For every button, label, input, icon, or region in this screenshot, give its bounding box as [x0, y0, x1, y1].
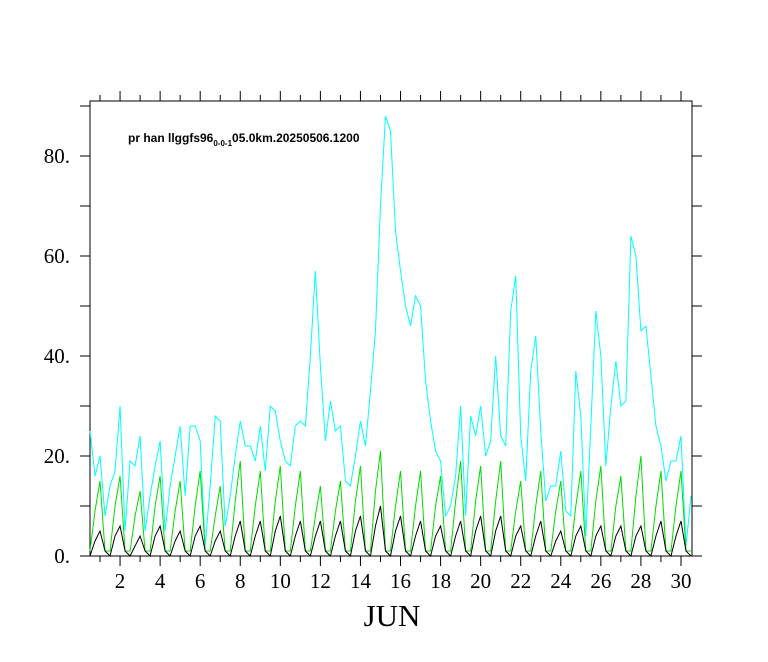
x-tick-label: 20 [470, 569, 491, 593]
y-tick-label: 60. [44, 244, 70, 268]
data-line [89, 115, 692, 547]
y-tick-label: 0. [54, 544, 70, 568]
x-tick-label: 6 [195, 569, 206, 593]
x-tick-label: 22 [510, 569, 531, 593]
x-tick-label: 8 [235, 569, 246, 593]
x-tick-label: 14 [350, 569, 372, 593]
x-tick-label: 30 [670, 569, 691, 593]
title-rest: 05.0km.20250506.1200 [232, 131, 360, 145]
x-tick-label: 4 [155, 569, 166, 593]
x-tick-label: 12 [310, 569, 331, 593]
chart-title: pr han llggfs960-0-105.0km.20250506.1200 [128, 131, 360, 148]
x-tick-label: 2 [115, 569, 126, 593]
data-line [89, 450, 691, 552]
x-axis-label: JUN [364, 598, 421, 633]
y-tick-label: 80. [44, 144, 70, 168]
data-line [89, 505, 692, 558]
title-sub: 0-0-1 [213, 139, 232, 148]
y-tick-label: 20. [44, 444, 70, 468]
y-tick-label: 40. [44, 344, 70, 368]
title-main: pr han llggfs96 [128, 131, 214, 145]
x-tick-label: 26 [590, 569, 611, 593]
x-tick-label: 28 [630, 569, 651, 593]
x-tick-label: 10 [270, 569, 291, 593]
x-tick-label: 18 [430, 569, 451, 593]
x-tick-label: 16 [390, 569, 411, 593]
x-tick-label: 24 [550, 569, 572, 593]
